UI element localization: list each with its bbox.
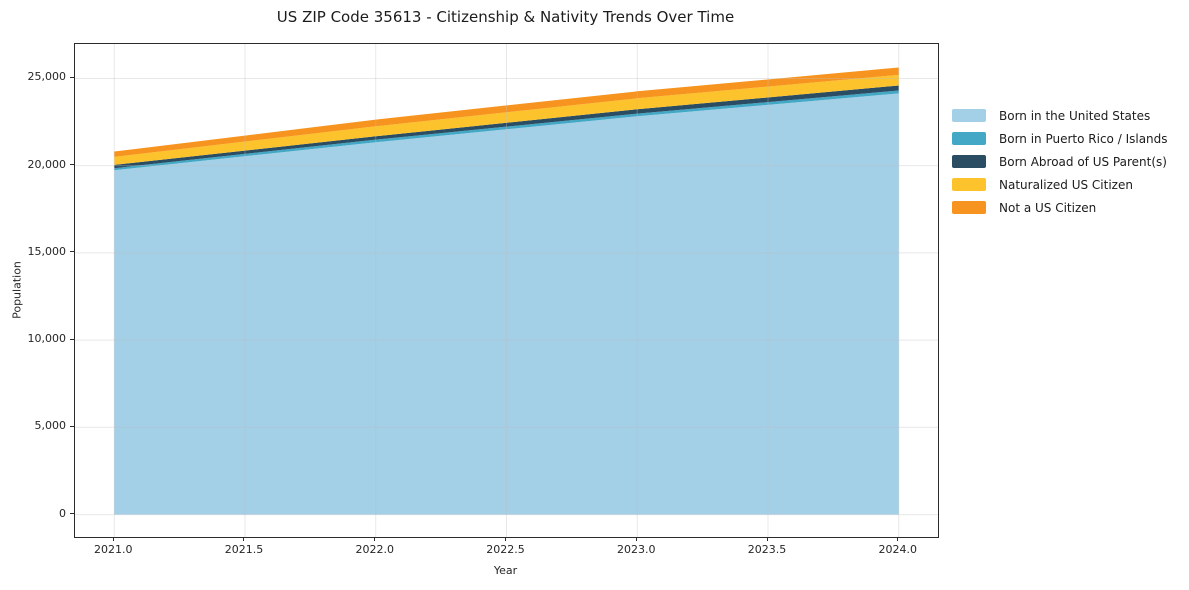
legend-label: Born in the United States [999,108,1151,123]
y-tick-label: 10,000 [27,332,67,346]
y-tick-mark [70,338,74,340]
x-tick-label: 2022.5 [486,543,525,556]
plot-area [74,43,939,538]
x-tick-label: 2021.5 [224,543,264,556]
y-tick-label: 20,000 [27,157,67,171]
area-series-2 [114,85,899,169]
x-tick-label: 2023.5 [747,543,787,556]
legend-swatch-icon [952,201,986,214]
legend-item-4: Not a US Citizen [952,200,1168,215]
area-series-1 [114,90,899,171]
y-tick-mark [70,164,74,166]
legend-label: Born Abroad of US Parent(s) [999,154,1167,169]
y-tick-label: 0 [59,506,66,520]
area-series-4 [114,67,899,157]
legend-swatch-icon [952,155,986,168]
legend-item-3: Naturalized US Citizen [952,177,1168,192]
y-tick-mark [70,425,74,427]
legend-swatch-icon [952,132,986,145]
x-tick-label: 2024.0 [878,543,918,556]
y-tick-mark [70,513,74,515]
legend-swatch-icon [952,178,986,191]
legend-label: Born in Puerto Rico / Islands [999,131,1168,146]
legend: Born in the United States Born in Puerto … [952,108,1168,215]
x-axis-label: Year [493,564,518,577]
x-tick-mark [635,537,637,541]
x-tick-mark [766,537,768,541]
x-tick-mark [897,537,899,541]
legend-label: Not a US Citizen [999,200,1097,215]
area-series-3 [114,74,899,165]
legend-label: Naturalized US Citizen [999,177,1133,192]
x-tick-mark [374,537,376,541]
x-tick-label: 2023.0 [617,543,656,556]
legend-swatch-icon [952,109,986,122]
legend-item-0: Born in the United States [952,108,1168,123]
x-tick-mark [243,537,245,541]
x-tick-label: 2022.0 [355,543,394,556]
area-series-0 [114,93,899,515]
y-tick-mark [70,251,74,253]
x-tick-mark [505,537,506,541]
y-axis-label: Population [10,261,24,319]
stacked-area-chart [75,44,938,537]
y-tick-label: 25,000 [27,70,67,84]
x-tick-mark [112,537,114,541]
chart-title: US ZIP Code 35613 - Citizenship & Nativi… [276,8,735,26]
legend-item-2: Born Abroad of US Parent(s) [952,154,1168,169]
x-tick-label: 2021.0 [93,543,133,556]
y-tick-label: 5,000 [34,419,67,433]
y-tick-label: 15,000 [27,244,67,258]
y-tick-mark [70,76,74,78]
legend-item-1: Born in Puerto Rico / Islands [952,131,1168,146]
